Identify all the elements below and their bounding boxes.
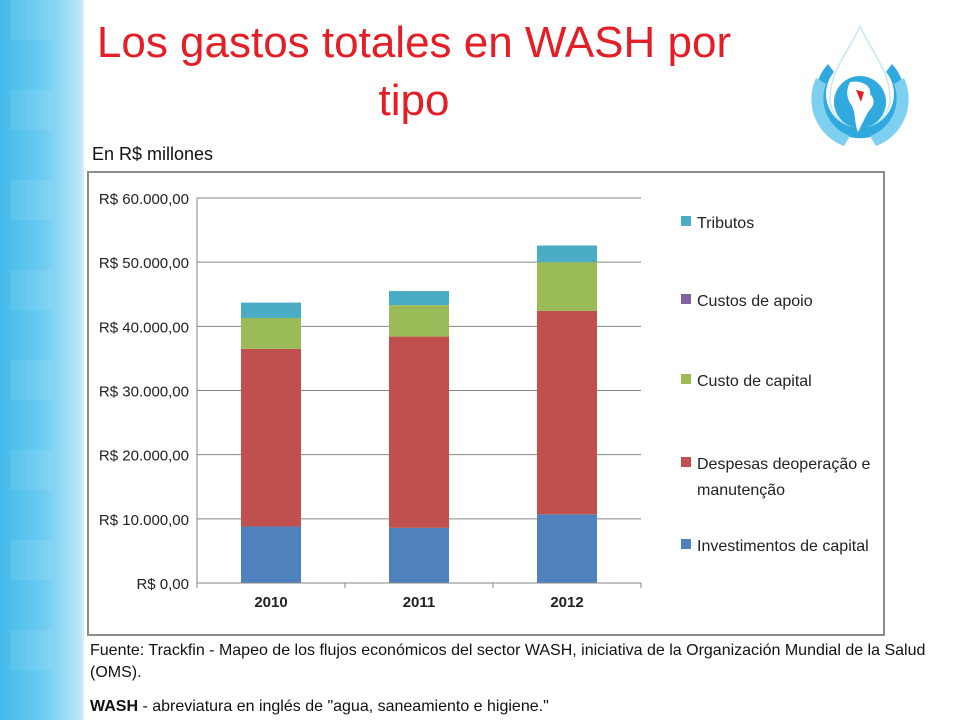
legend-label: Custo de capital <box>697 373 812 390</box>
y-tick-label: R$ 20.000,00 <box>99 448 189 465</box>
side-decoration-line <box>82 0 84 720</box>
side-decoration-band <box>0 0 82 720</box>
legend-label: Investimentos de capital <box>697 538 869 555</box>
legend-label: Despesas deoperação e <box>697 456 871 473</box>
legend-label: Tributos <box>697 215 754 232</box>
legend-swatch <box>681 457 691 467</box>
bar-segment <box>389 336 449 528</box>
bar-segment <box>389 527 449 583</box>
bars <box>241 245 597 583</box>
y-tick-label: R$ 0,00 <box>136 576 189 593</box>
y-tick-label: R$ 50.000,00 <box>99 255 189 272</box>
wash-abbreviation: WASH <box>90 698 138 715</box>
legend-label: Custos de apoio <box>697 293 813 310</box>
legend: Tributos Custos de apoio Custo de capital D… <box>681 215 871 555</box>
y-tick-label: R$ 60.000,00 <box>99 191 189 208</box>
x-tick-label: 2010 <box>254 594 287 611</box>
bar-segment <box>389 291 449 306</box>
y-tick-label: R$ 40.000,00 <box>99 319 189 336</box>
x-tick-label: 2011 <box>403 594 436 611</box>
axes: R$ 0,00 R$ 10.000,00 R$ 20.000,00 R$ 30.000… <box>99 191 642 611</box>
wash-definition-text: - abreviatura en inglés de "agua, saneam… <box>138 698 549 715</box>
chart-frame: R$ 0,00 R$ 10.000,00 R$ 20.000,00 R$ 30.000… <box>87 171 885 636</box>
legend-swatch <box>681 539 691 549</box>
bar-segment <box>241 317 301 349</box>
unit-note: En R$ millones <box>92 144 214 164</box>
slide-title: Los gastos totales en WASH por tipo <box>96 18 732 125</box>
bar-segment <box>537 514 597 583</box>
legend-swatch <box>681 374 691 384</box>
legend-label: manutenção <box>697 482 785 499</box>
x-tick-label: 2012 <box>550 594 583 611</box>
legend-swatch <box>681 294 691 304</box>
y-tick-label: R$ 30.000,00 <box>99 384 189 401</box>
stacked-bar-chart: R$ 0,00 R$ 10.000,00 R$ 20.000,00 R$ 30.000… <box>99 191 871 611</box>
bar-segment <box>241 302 301 318</box>
source-note: Fuente: Trackfin - Mapeo de los flujos e… <box>90 642 926 681</box>
legend-swatch <box>681 216 691 226</box>
y-tick-label: R$ 10.000,00 <box>99 512 189 529</box>
bar-segment <box>537 262 597 311</box>
bar-segment <box>241 526 301 583</box>
bar-segment <box>241 348 301 527</box>
water-drop-logo-icon <box>811 24 909 146</box>
bar-segment <box>389 305 449 337</box>
wash-definition-note: WASH - abreviatura en inglés de "agua, s… <box>90 696 952 718</box>
bar-segment <box>537 245 597 263</box>
bar-segment <box>537 310 597 515</box>
